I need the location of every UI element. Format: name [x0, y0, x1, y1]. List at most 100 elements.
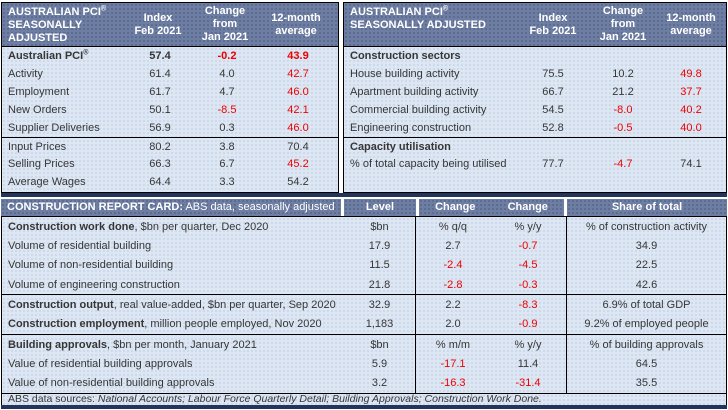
cell-change-2: -4.5: [490, 255, 567, 275]
cell-level: 32.9: [344, 295, 416, 315]
cell-value: 61.4: [149, 68, 171, 80]
cell-value: 64.4: [149, 176, 171, 188]
cell-share: % of building approvals: [589, 338, 704, 351]
row-label-text: Employment: [8, 86, 70, 98]
row-label-text: , $bn per quarter, Dec 2020: [134, 220, 269, 233]
row-label-text: Average Wages: [8, 176, 86, 188]
cell-level: $bn: [344, 217, 416, 237]
row-label-bold: Construction work done: [8, 220, 135, 233]
table-row: House building activity 75.5 10.2 49.8: [344, 65, 726, 83]
row-label: Engineering construction: [344, 119, 516, 137]
cell-change-2: -8.3: [490, 295, 567, 315]
table-row: Employment 61.7 4.7 46.0: [2, 83, 338, 101]
row-label-text: Selling Prices: [8, 158, 75, 170]
header-gap: [341, 199, 344, 216]
cell-value: 56.9: [149, 122, 171, 134]
section-divider-bar: [1, 193, 727, 197]
row-label: Construction sectors: [344, 47, 726, 65]
cell-value: 42.1: [287, 104, 309, 116]
row-label: Value of non-residential building approv…: [2, 377, 344, 389]
row-label-text: Supplier Deliveries: [8, 122, 100, 134]
pci-summary-table: AUSTRALIAN PCI® SEASONALLY ADJUSTED Inde…: [1, 2, 339, 193]
row-label: Supplier Deliveries: [2, 119, 124, 137]
table-row: % of total capacity being utilised 77.7 -4…: [344, 155, 726, 173]
report-card-title: CONSTRUCTION REPORT CARD: ABS data, seas…: [1, 199, 341, 216]
table-row: Value of residential building approvals 5…: [2, 354, 726, 374]
cell-value: 43.9: [287, 50, 309, 62]
cell-value: -0.5: [613, 122, 633, 134]
row-label-text: Commercial building activity: [350, 104, 487, 116]
row-label-text: , million people employed, Nov 2020: [144, 318, 322, 331]
cell-level: 1,183: [344, 314, 416, 334]
row-label-text: Construction sectors: [350, 50, 461, 62]
cell-value: 46.0: [287, 122, 309, 134]
row-label-text: Value of residential building approvals: [8, 357, 193, 370]
column-header-average: 12-month average: [271, 11, 321, 37]
table-row: Value of non-residential building approv…: [2, 373, 726, 393]
table-row: Selling Prices 66.3 6.7 45.2: [2, 155, 338, 173]
table-row: Volume of non-residential building 11.5 -2…: [2, 255, 726, 275]
cell-value: 74.1: [680, 158, 702, 170]
registered-trademark: ®: [100, 5, 107, 13]
row-label-text: Engineering construction: [350, 122, 472, 134]
row-label: Capacity utilisation: [344, 138, 726, 155]
cell-change-2: % y/y: [490, 334, 567, 355]
row-label-text: Australian PCI: [8, 50, 84, 62]
cell-change-2: 11.4: [490, 354, 567, 374]
row-label: Building approvals, $bn per month, Janua…: [2, 339, 344, 351]
cell-value: 21.2: [612, 86, 634, 98]
row-label: Selling Prices: [2, 155, 124, 173]
column-header-change: Change from Jan 2021: [201, 5, 249, 43]
row-label-bold: Building approvals: [8, 338, 108, 351]
cell-value: 66.3: [149, 158, 171, 170]
cell-value: 50.1: [149, 104, 171, 116]
registered-trademark: ®: [83, 49, 89, 57]
cell-value: 80.2: [149, 141, 171, 153]
table-row: Supplier Deliveries 56.9 0.3 46.0: [2, 119, 338, 137]
column-header-index: Index Feb 2021: [529, 11, 577, 37]
column-header-average: 12-month average: [666, 11, 716, 37]
table-row: Average Wages 64.4 3.3 54.2: [2, 173, 338, 191]
cell-value: -0.2: [217, 50, 237, 62]
cell-value: 54.2: [287, 176, 309, 188]
row-label: Construction employment, million people …: [2, 318, 344, 330]
bottom-border-bar: [1, 405, 727, 409]
row-label: Australian PCI®: [2, 47, 124, 65]
table-row: Volume of engineering construction 21.8 -2…: [2, 274, 726, 295]
cell-value: 37.7: [680, 86, 702, 98]
row-label: Employment: [2, 83, 124, 101]
cell-value: 4.0: [219, 68, 235, 80]
cell-value: -4.7: [613, 158, 633, 170]
table-title: AUSTRALIAN PCI® SEASONALLY ADJUSTED: [350, 5, 486, 31]
cell-value: 10.2: [612, 68, 634, 80]
pci-summary-table-header: AUSTRALIAN PCI® SEASONALLY ADJUSTED Inde…: [2, 3, 338, 47]
cell-change-1: -2.4: [443, 259, 463, 272]
cell-change-1: -2.8: [443, 278, 463, 291]
cell-change-1: 2.2: [445, 298, 461, 311]
cell-level: 3.2: [344, 373, 416, 393]
cell-change-2: -31.4: [490, 373, 567, 393]
column-header-changes: Change Change: [419, 199, 564, 216]
registered-trademark: ®: [442, 5, 449, 13]
table-row: Engineering construction 52.8 -0.5 40.0: [344, 119, 726, 137]
row-label: % of total capacity being utilised: [344, 155, 516, 173]
cell-value: 70.4: [287, 141, 309, 153]
cell-change-2: -0.7: [490, 236, 567, 256]
cell-value: 40.2: [680, 104, 702, 116]
row-label: Commercial building activity: [344, 101, 516, 119]
row-label: Volume of non-residential building: [2, 259, 344, 271]
cell-value: 3.8: [219, 141, 235, 153]
row-label-text: House building activity: [350, 68, 460, 80]
cell-value: 4.7: [219, 86, 235, 98]
cell-value: 54.5: [542, 104, 564, 116]
cell-change-1: -17.1: [440, 357, 466, 370]
cell-level: 11.5: [344, 255, 416, 275]
cell-share: 34.9: [635, 239, 658, 252]
row-label: Input Prices: [2, 138, 124, 155]
table-row: New Orders 50.1 -8.5 42.1: [2, 101, 338, 119]
row-label-bold: Construction employment: [8, 318, 145, 331]
cell-level: 21.8: [344, 274, 416, 295]
row-label-text: New Orders: [8, 104, 67, 116]
cell-change-1: -16.3: [440, 377, 466, 390]
